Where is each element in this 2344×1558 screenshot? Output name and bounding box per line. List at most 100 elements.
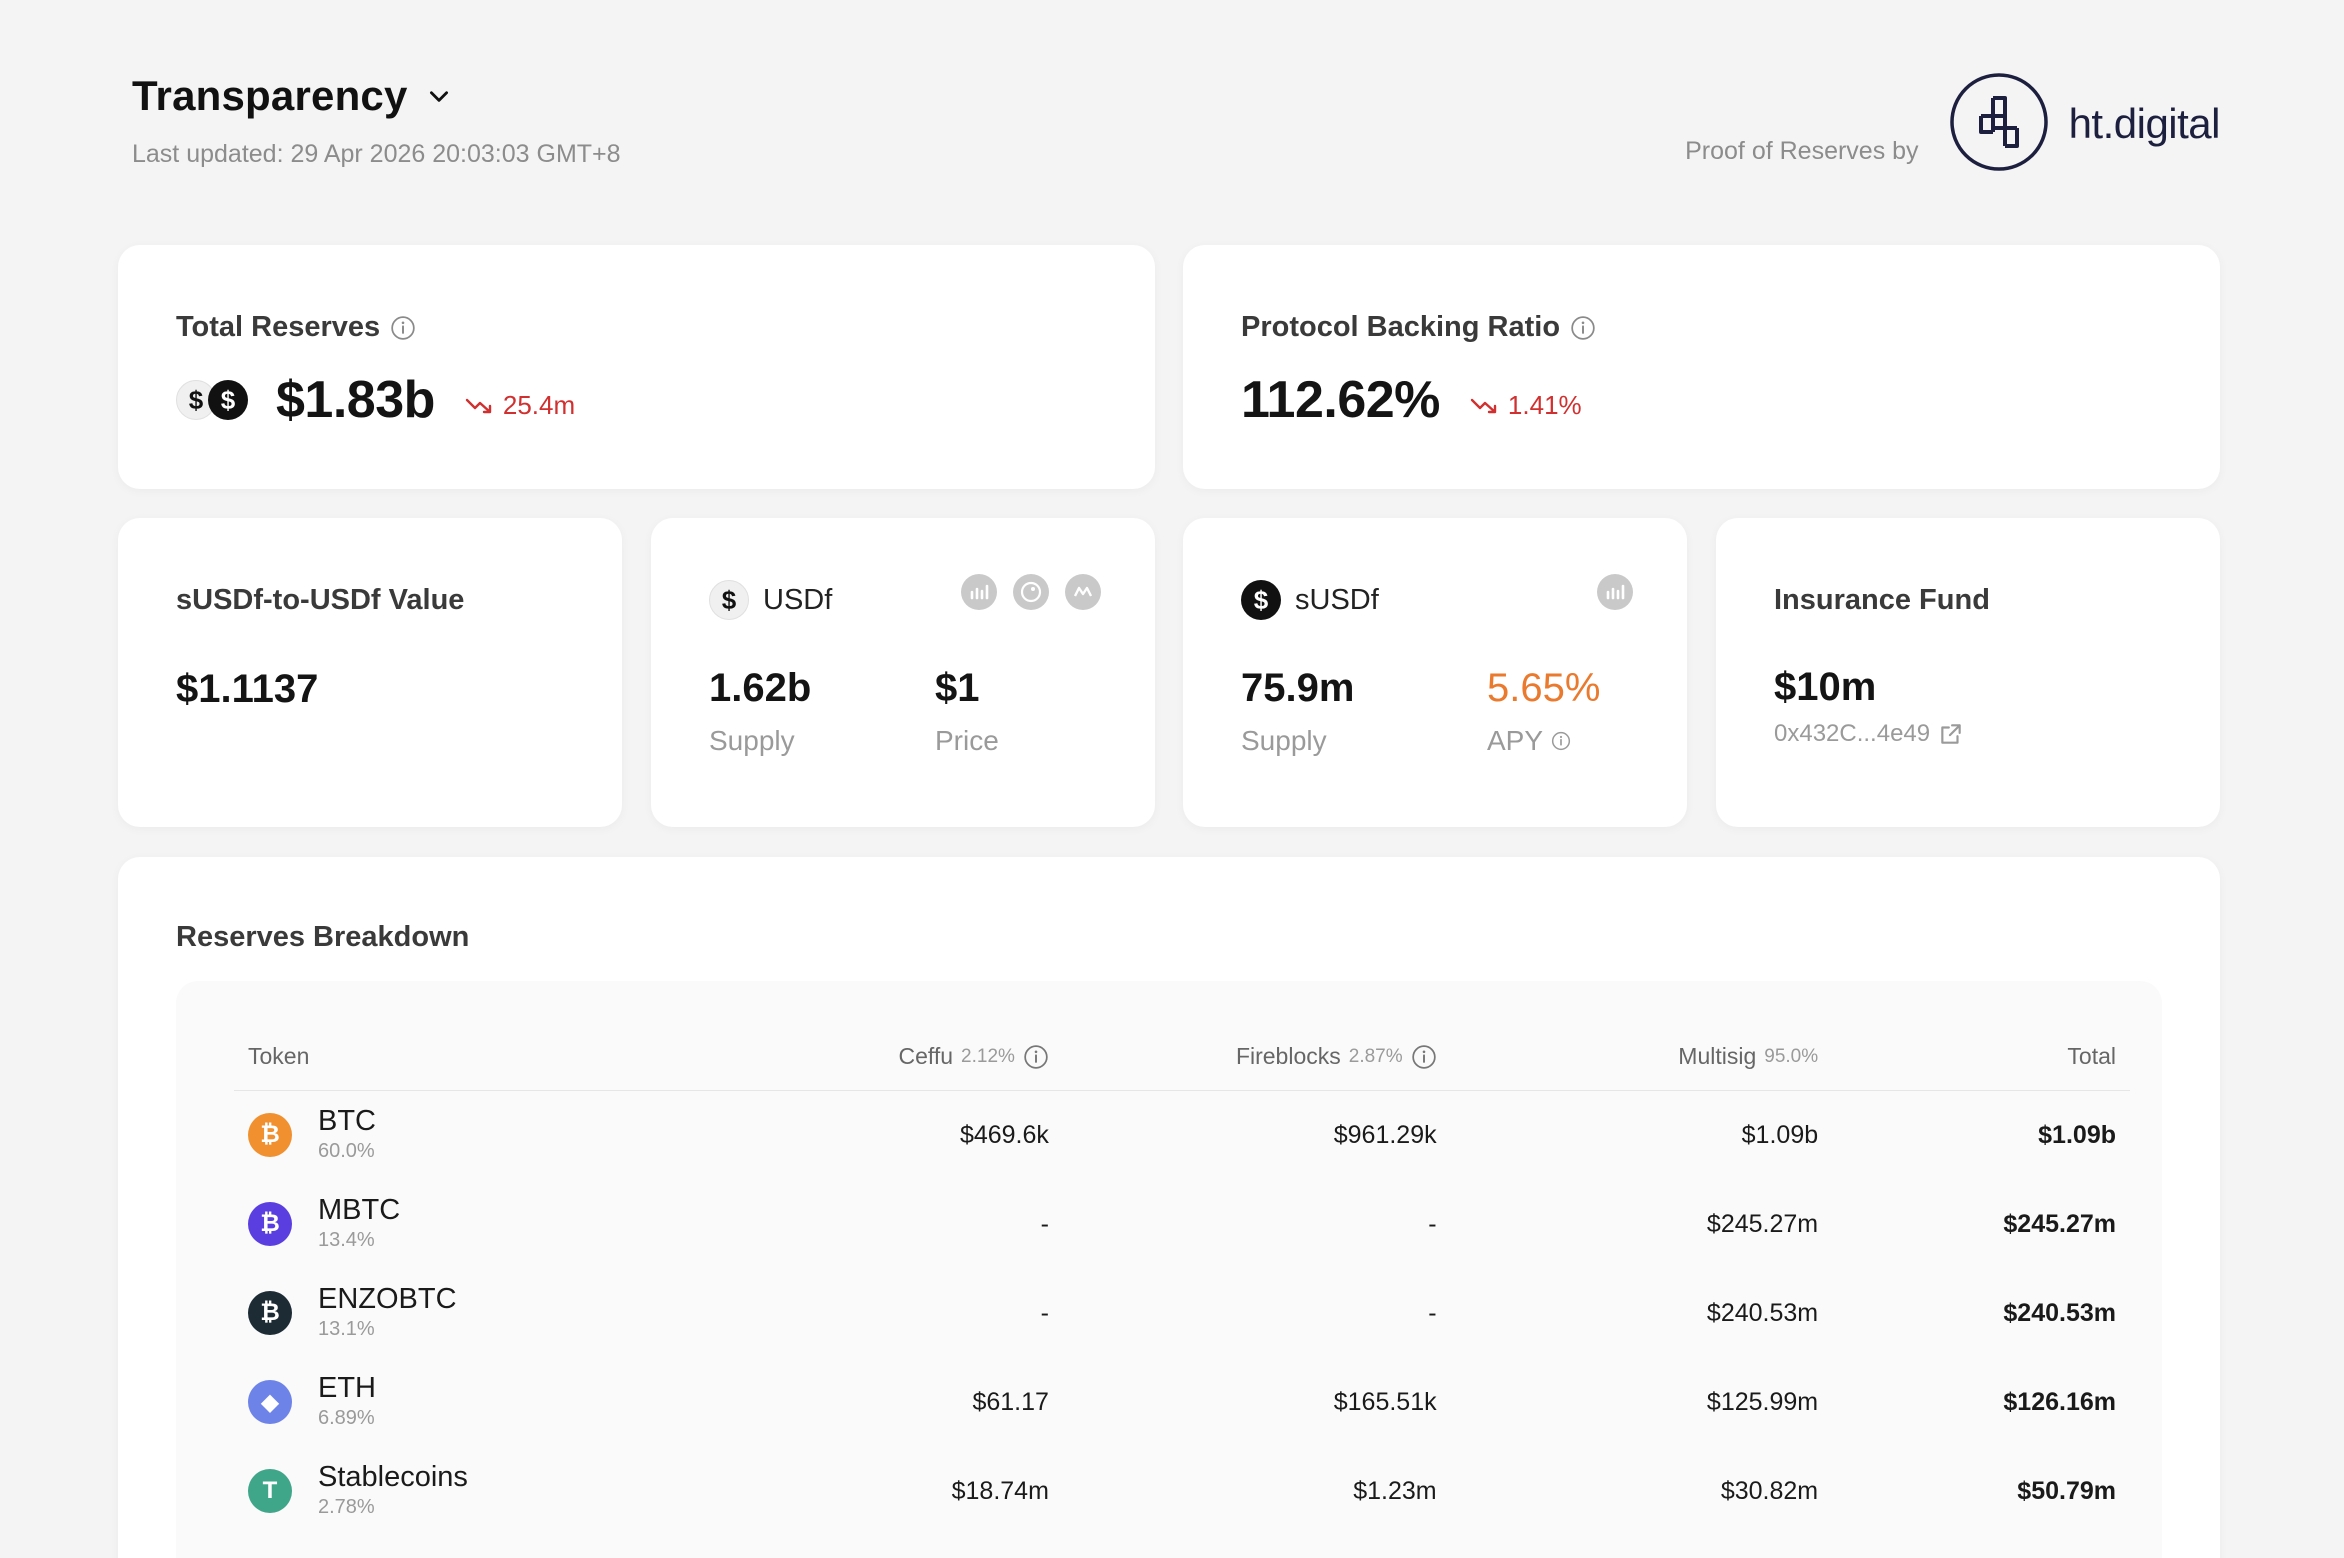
token-pct: 60.0% — [318, 1140, 375, 1163]
total-reserves-label-row: Total Reserves — [176, 311, 1155, 344]
total-reserves-delta-value: 25.4m — [502, 389, 576, 420]
token-cell-inner: ₿ BTC 60.0% — [248, 1107, 665, 1163]
total-reserves-value-row: $ $ $1.83b 25.4m — [176, 370, 1155, 430]
last-updated: Last updated: 29 Apr 2026 20:03:03 GMT+8 — [132, 140, 621, 168]
ht-digital-logo-icon[interactable] — [1949, 72, 2049, 172]
table-row: ◆ ETH 6.89% $61.17 $165.51k $125.99m $126.16m — [234, 1358, 2130, 1447]
usdf-supply-value: 1.62b — [709, 666, 812, 710]
token-text: MBTC 13.4% — [318, 1196, 400, 1252]
susdf-usdf-value-card: sUSDf-to-USDf Value $1.1137 — [118, 518, 622, 827]
susdf-supply-value: 75.9m — [1241, 666, 1355, 710]
susdf-coin-icon: $ — [1241, 580, 1281, 620]
susdf-card: $ sUSDf 75.9m Supply 5.65% APY — [1183, 518, 1687, 827]
usdf-supply-label: Supply — [709, 725, 795, 756]
col-multisig-pct: 95.0% — [1764, 1045, 1819, 1067]
total-cell: $240.53m — [2003, 1298, 2116, 1327]
multisig-cell: $125.99m — [1706, 1387, 1819, 1416]
insurance-fund-value: $10m — [1774, 665, 1877, 709]
susdf-apy-label: APY — [1487, 725, 1544, 756]
total-reserves-card: Total Reserves $ $ $1.83b 25.4m — [118, 245, 1155, 489]
token-name: Stablecoins — [318, 1461, 468, 1493]
token-text: Stablecoins 2.78% — [318, 1463, 468, 1519]
susdf-supply-stat: 75.9m Supply — [1241, 666, 1487, 757]
token-cell-inner: T Stablecoins 2.78% — [248, 1463, 665, 1519]
info-icon[interactable] — [1570, 315, 1596, 341]
token-text: ENZOBTC 13.1% — [318, 1285, 457, 1341]
multisig-cell: $245.27m — [1706, 1209, 1819, 1238]
col-ceffu-pct: 2.12% — [961, 1045, 1015, 1067]
backing-ratio-label: Protocol Backing Ratio — [1241, 311, 1561, 343]
insurance-address: 0x432C...4e49 — [1774, 720, 1931, 747]
ceffu-cell: $61.17 — [972, 1387, 1049, 1416]
col-fireblocks-pct: 2.87% — [1348, 1045, 1403, 1067]
table-row: T Stablecoins 2.78% $18.74m $1.23m $30.82m $50… — [234, 1447, 2130, 1536]
ceffu-cell: $18.74m — [951, 1476, 1049, 1505]
ceffu-cell: - — [1040, 1209, 1049, 1238]
insurance-address-link[interactable]: 0x432C...4e49 — [1774, 720, 2220, 748]
mbtc-icon: ₿ — [248, 1202, 292, 1246]
susdf-apy-value: 5.65% — [1487, 666, 1601, 710]
token-cell-inner: ◆ ETH 6.89% — [248, 1374, 665, 1430]
table-row: ₿ BTC 60.0% $469.6k $961.29k $1.09b $1.09b — [234, 1091, 2130, 1180]
backing-ratio-card: Protocol Backing Ratio 112.62% 1.41% — [1183, 245, 2220, 489]
info-icon[interactable] — [1551, 731, 1571, 751]
multisig-cell: $240.53m — [1706, 1298, 1819, 1327]
proof-by-label: Proof of Reserves by — [1685, 136, 1919, 165]
token-text: ETH 6.89% — [318, 1374, 376, 1430]
backing-ratio-label-row: Protocol Backing Ratio — [1241, 311, 2220, 344]
info-icon[interactable] — [1411, 1044, 1437, 1070]
usdf-external-links — [961, 574, 1101, 610]
col-multisig-label: Multisig — [1678, 1043, 1757, 1069]
trend-down-icon — [1470, 398, 1497, 414]
token-pct: 13.1% — [318, 1318, 375, 1340]
title-dropdown[interactable]: Transparency — [132, 72, 2220, 120]
gecko-icon[interactable] — [1013, 574, 1049, 610]
token-pct: 2.78% — [318, 1496, 375, 1518]
token-cell-inner: ₿ MBTC 13.4% — [248, 1196, 665, 1252]
external-link-icon — [1941, 724, 1961, 744]
token-name: ETH — [318, 1372, 376, 1404]
token-text: BTC 60.0% — [318, 1107, 376, 1163]
usdf-coin-icon: $ — [176, 380, 216, 420]
enzobtc-icon: ₿ — [248, 1291, 292, 1335]
token-name: MBTC — [318, 1194, 401, 1226]
usdf-price-value: $1 — [935, 666, 980, 710]
total-reserves-delta: 25.4m — [465, 390, 575, 421]
page-title: Transparency — [132, 72, 408, 119]
token-cell: ◆ ETH 6.89% — [234, 1358, 679, 1447]
info-icon[interactable] — [390, 315, 416, 341]
token-pct: 13.4% — [318, 1229, 375, 1251]
token-cell: T Stablecoins 2.78% — [234, 1447, 679, 1536]
susdf-external-links — [1597, 574, 1633, 610]
total-reserves-value: $1.83b — [276, 371, 435, 429]
total-cell: $50.79m — [2017, 1476, 2116, 1505]
fireblocks-cell: - — [1428, 1209, 1437, 1238]
fireblocks-cell: - — [1428, 1298, 1437, 1327]
token-name: ENZOBTC — [318, 1283, 457, 1315]
reserves-breakdown-card: Reserves Breakdown Token Ceffu 2.12% — [118, 857, 2220, 1558]
susdf-supply-label: Supply — [1241, 725, 1327, 756]
insurance-fund-card: Insurance Fund $10m 0x432C...4e49 — [1716, 518, 2220, 827]
chart-icon[interactable] — [961, 574, 997, 610]
coinmarketcap-icon[interactable] — [1065, 574, 1101, 610]
backing-ratio-delta: 1.41% — [1470, 390, 1582, 421]
total-cell: $1.09b — [2038, 1120, 2116, 1149]
col-fireblocks: Fireblocks 2.87% — [1062, 1021, 1451, 1091]
backing-ratio-delta-value: 1.41% — [1507, 389, 1582, 420]
brand-name: ht.digital — [2068, 100, 2221, 147]
table-row: ₿ MBTC 13.4% - - $245.27m $245.27m — [234, 1180, 2130, 1269]
total-reserves-label: Total Reserves — [176, 311, 381, 343]
multisig-cell: $30.82m — [1720, 1476, 1819, 1505]
eth-icon: ◆ — [248, 1380, 292, 1424]
token-cell: ₿ BTC 60.0% — [234, 1091, 679, 1180]
stablecoins-icon: T — [248, 1469, 292, 1513]
usdf-stats: 1.62b Supply $1 Price — [709, 666, 1155, 757]
multisig-cell: $1.09b — [1741, 1120, 1819, 1149]
info-icon[interactable] — [1023, 1044, 1049, 1070]
ceffu-cell: - — [1040, 1298, 1049, 1327]
susdf-apy-label-row: APY — [1487, 725, 1600, 757]
susdf-apy-stat: 5.65% APY — [1487, 666, 1600, 757]
chart-icon[interactable] — [1597, 574, 1633, 610]
fireblocks-cell: $165.51k — [1333, 1387, 1437, 1416]
backing-ratio-value: 112.62% — [1241, 371, 1440, 429]
